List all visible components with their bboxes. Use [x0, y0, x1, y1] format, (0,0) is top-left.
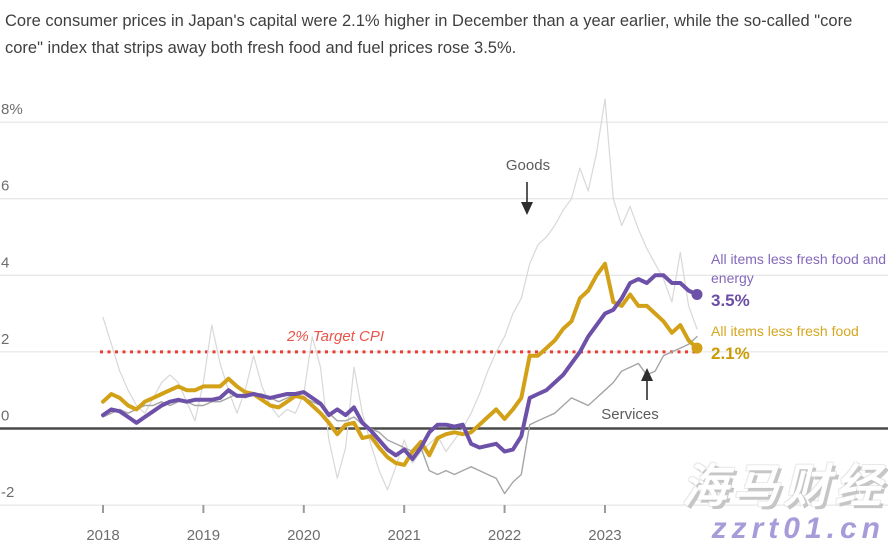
- legend-core-label: All items less fresh food: [711, 323, 859, 339]
- y-axis-tick-label: -2: [1, 484, 14, 501]
- legend-core-core-value: 3.5%: [711, 291, 750, 310]
- x-axis-year-label: 2023: [588, 527, 621, 544]
- x-axis-year-label: 2020: [287, 527, 320, 544]
- series-line-goods: [102, 98, 698, 491]
- watermark-cjk: 海马财经: [682, 460, 886, 512]
- y-axis-tick-label: 4: [1, 254, 9, 271]
- target-cpi-label: 2% Target CPI: [287, 328, 384, 345]
- y-axis-tick-label: 0: [1, 408, 9, 425]
- x-axis-year-label: 2021: [387, 527, 420, 544]
- legend-core-core: All items less fresh food and energy 3.5…: [711, 250, 888, 311]
- y-axis-tick-label: 8%: [1, 101, 23, 118]
- watermark-url: zzrt01.cn: [711, 512, 885, 545]
- series-line-all-items-less-fresh-food: [101, 261, 699, 467]
- series-end-dot: [691, 342, 703, 354]
- y-axis-tick-label: 2: [1, 331, 9, 348]
- legend-core-value: 2.1%: [711, 344, 750, 363]
- series-line-services: [102, 335, 698, 495]
- goods-arrow-down-icon: [521, 202, 533, 215]
- goods-annotation-label: Goods: [505, 157, 551, 174]
- x-axis-year-label: 2019: [187, 527, 220, 544]
- y-axis-tick-label: 6: [1, 178, 9, 195]
- x-axis-year-label: 2018: [86, 527, 119, 544]
- series-end-dot: [691, 288, 703, 300]
- legend-core-core-label: All items less fresh food and energy: [711, 251, 887, 286]
- headline: Core consumer prices in Japan's capital …: [5, 12, 853, 57]
- services-annotation-label: Services: [601, 406, 659, 423]
- legend-core: All items less fresh food 2.1%: [711, 322, 888, 364]
- series-line-all-items-less-fresh-food-and-energy: [101, 273, 699, 462]
- x-axis-year-label: 2022: [488, 527, 521, 544]
- services-arrow-up-icon: [641, 368, 653, 381]
